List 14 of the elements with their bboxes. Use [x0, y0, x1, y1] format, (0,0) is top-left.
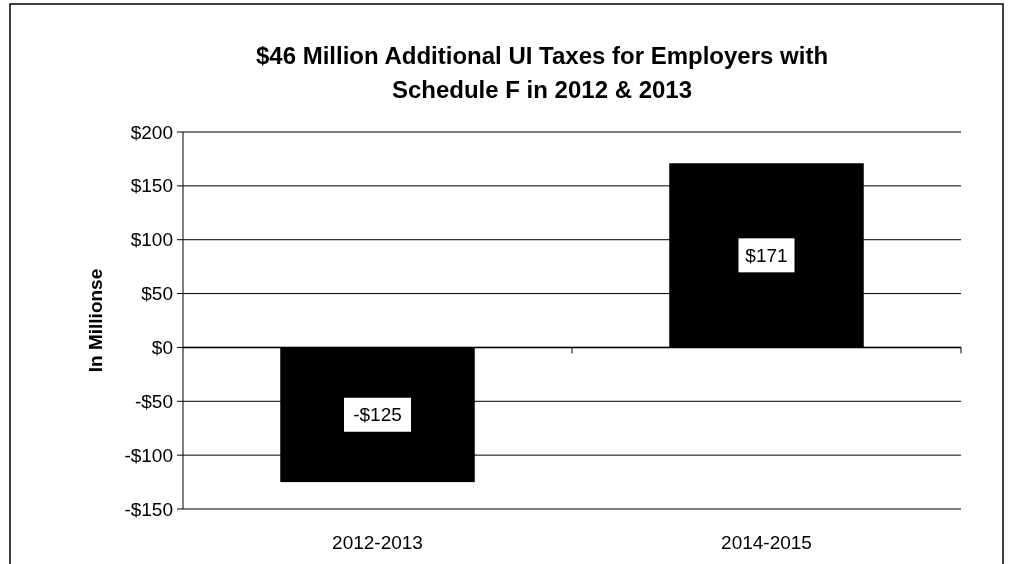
y-tick-label: -$150 — [124, 498, 173, 520]
y-axis-title: In Millionse — [84, 268, 106, 373]
y-tick-label: $0 — [151, 336, 173, 358]
x-tick-label: 2014-2015 — [721, 531, 812, 553]
y-tick-label: $150 — [130, 175, 173, 197]
y-tick-label: -$50 — [134, 390, 173, 412]
data-label: $171 — [745, 244, 788, 266]
chart-title: $46 Million Additional UI Taxes for Employers with Schedule F in 2012 & 2013 — [255, 41, 829, 103]
y-tick-label: $100 — [130, 229, 173, 251]
y-tick-label: $50 — [141, 283, 173, 305]
y-tick-label: $200 — [130, 121, 173, 143]
y-tick-label: -$100 — [124, 444, 173, 466]
data-label: -$125 — [353, 404, 402, 426]
x-tick-label: 2012-2013 — [332, 531, 423, 553]
